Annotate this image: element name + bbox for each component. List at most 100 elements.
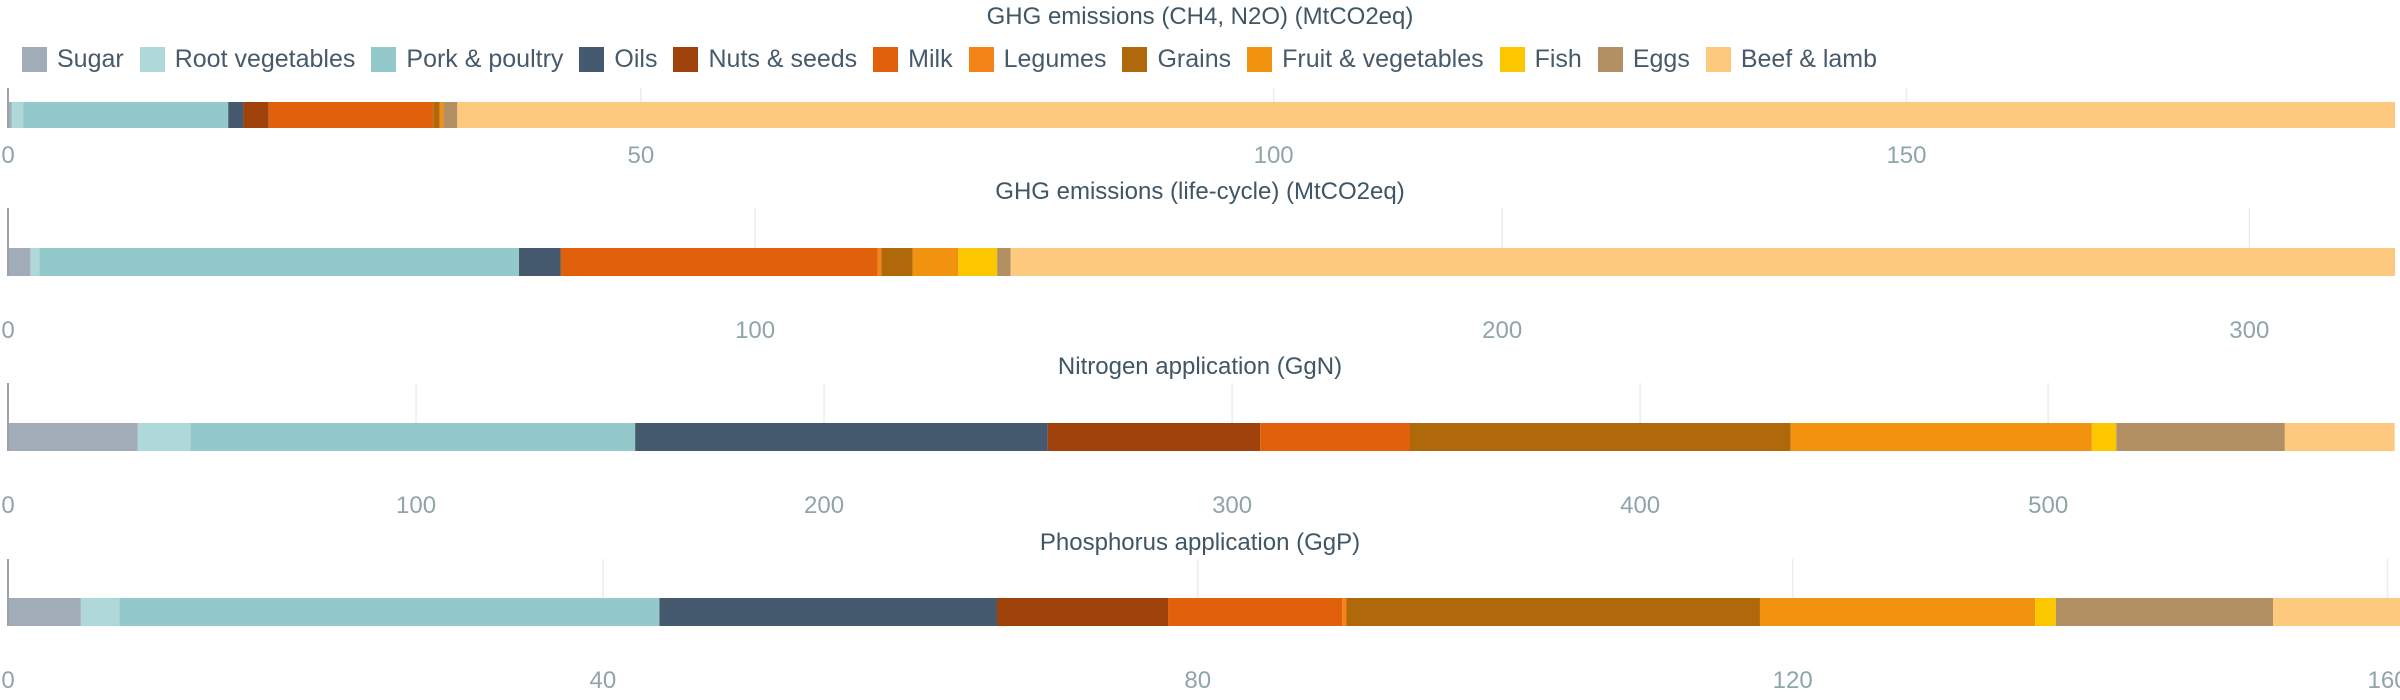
- tick-label: 160: [2368, 667, 2400, 694]
- chart-panel: Phosphorus application (GgP) 0 40 80 120 160: [1, 529, 2400, 694]
- tick-label: 200: [1482, 317, 1522, 344]
- tick-label: 0: [1, 492, 14, 519]
- legend-item[interactable]: Legumes: [968, 45, 1106, 74]
- tick-label: 80: [1184, 667, 1211, 694]
- legend-swatch: [371, 46, 397, 72]
- tick-label: 200: [804, 492, 844, 519]
- bar-segment: [8, 598, 81, 626]
- legend-item[interactable]: Oils: [579, 45, 657, 74]
- legend-label: Grains: [1157, 44, 1232, 73]
- bar-segment: [2284, 423, 2395, 451]
- bar-segment: [997, 598, 1169, 626]
- legend-swatch: [873, 46, 899, 72]
- bar-segment: [560, 248, 878, 276]
- tick-label: 100: [735, 317, 775, 344]
- panel-title: GHG emissions (life-cycle) (MtCO2eq): [995, 178, 1404, 205]
- bar-segment: [39, 248, 520, 276]
- tick-label: 50: [627, 142, 654, 169]
- legend-item[interactable]: Pork & poultry: [371, 45, 563, 74]
- bar-segment: [30, 248, 40, 276]
- legend-label: Eggs: [1632, 44, 1690, 73]
- tick-label: 300: [1212, 492, 1252, 519]
- bar-segment: [1168, 598, 1343, 626]
- legend-label: Root vegetables: [174, 44, 356, 73]
- tick-label: 100: [396, 492, 436, 519]
- tick-label: 300: [2229, 317, 2269, 344]
- bar-segment: [877, 248, 882, 276]
- bar-segment: [1260, 423, 1411, 451]
- panel-title: GHG emissions (CH4, N2O) (MtCO2eq): [987, 3, 1414, 30]
- bar-segment: [1759, 598, 2036, 626]
- legend-label: Fruit & vegetables: [1282, 44, 1484, 73]
- tick-label: 150: [1886, 142, 1926, 169]
- legend-item[interactable]: Fish: [1499, 44, 1582, 74]
- legend-swatch: [139, 46, 165, 72]
- legend-item[interactable]: Beef & lamb: [1705, 44, 1878, 74]
- chart-legend: Sugar Root vegetables Pork & poultry Oils Nu…: [22, 44, 1893, 74]
- legend-label: Nuts & seeds: [708, 44, 858, 73]
- legend-item[interactable]: Eggs: [1597, 44, 1690, 74]
- tick-label: 400: [1620, 492, 1660, 519]
- bar-segment: [1047, 423, 1261, 451]
- legend-item[interactable]: Sugar: [22, 45, 124, 74]
- chart-panel: Nitrogen application (GgN) 0 100 200 300 400 5…: [1, 353, 2395, 519]
- bar-segment: [11, 102, 24, 128]
- legend-swatch: [968, 46, 994, 72]
- bar-segment: [8, 102, 12, 128]
- bar-segment: [1346, 598, 1760, 626]
- bar-segment: [439, 102, 444, 128]
- bar-segment: [1410, 423, 1791, 451]
- bar-segment: [1342, 598, 1347, 626]
- legend-swatch: [22, 46, 47, 72]
- bar-segment: [8, 423, 138, 451]
- legend-swatch: [1597, 46, 1623, 72]
- panel-title: Phosphorus application (GgP): [1040, 529, 1360, 556]
- legend-label: Beef & lamb: [1740, 44, 1878, 73]
- bar-segment: [519, 248, 561, 276]
- legend-swatch: [579, 46, 605, 72]
- legend-swatch: [1247, 46, 1273, 72]
- legend-item[interactable]: Grains: [1122, 45, 1231, 74]
- bar-segment: [2116, 423, 2285, 451]
- legend-item[interactable]: Nuts & seeds: [673, 45, 857, 74]
- bar-segment: [881, 248, 913, 276]
- tick-label: 0: [1, 142, 14, 169]
- tick-label: 500: [2028, 492, 2068, 519]
- legend-item[interactable]: Milk: [873, 44, 953, 74]
- legend-item[interactable]: Fruit & vegetables: [1247, 45, 1484, 74]
- legend-label: Sugar: [57, 44, 124, 73]
- legend-label: Milk: [908, 44, 953, 73]
- legend-label: Fish: [1534, 44, 1582, 73]
- legend-swatch: [1499, 46, 1525, 72]
- legend-label: Oils: [614, 44, 658, 73]
- tick-label: 0: [1, 317, 14, 344]
- bar-segment: [228, 102, 244, 128]
- bar-segment: [912, 248, 959, 276]
- tick-label: 40: [590, 667, 617, 694]
- chart-panel: GHG emissions (CH4, N2O) (MtCO2eq) 0 50 100…: [1, 3, 2396, 169]
- legend-label: Pork & poultry: [406, 44, 564, 73]
- panel-title: Nitrogen application (GgN): [1058, 353, 1342, 380]
- bar-segment: [8, 248, 31, 276]
- legend-item[interactable]: Root vegetables: [139, 44, 356, 74]
- tick-label: 100: [1254, 142, 1294, 169]
- bar-segment: [2035, 598, 2056, 626]
- bar-segment: [1010, 248, 2395, 276]
- bar-segment: [243, 102, 269, 128]
- bar-segment: [958, 248, 998, 276]
- legend-swatch: [1705, 46, 1731, 72]
- bar-segment: [997, 248, 1011, 276]
- bar-segment: [1790, 423, 2092, 451]
- bar-segment: [137, 423, 191, 451]
- bar-segment: [659, 598, 998, 626]
- bar-segment: [23, 102, 229, 128]
- bar-segment: [2091, 423, 2117, 451]
- bar-segment: [433, 102, 440, 128]
- bar-segment: [635, 423, 1048, 451]
- bar-segment: [268, 102, 434, 128]
- legend-swatch: [673, 46, 699, 72]
- bar-segment: [80, 598, 120, 626]
- tick-label: 120: [1773, 667, 1813, 694]
- bar-segment: [190, 423, 636, 451]
- bar-segment: [2055, 598, 2274, 626]
